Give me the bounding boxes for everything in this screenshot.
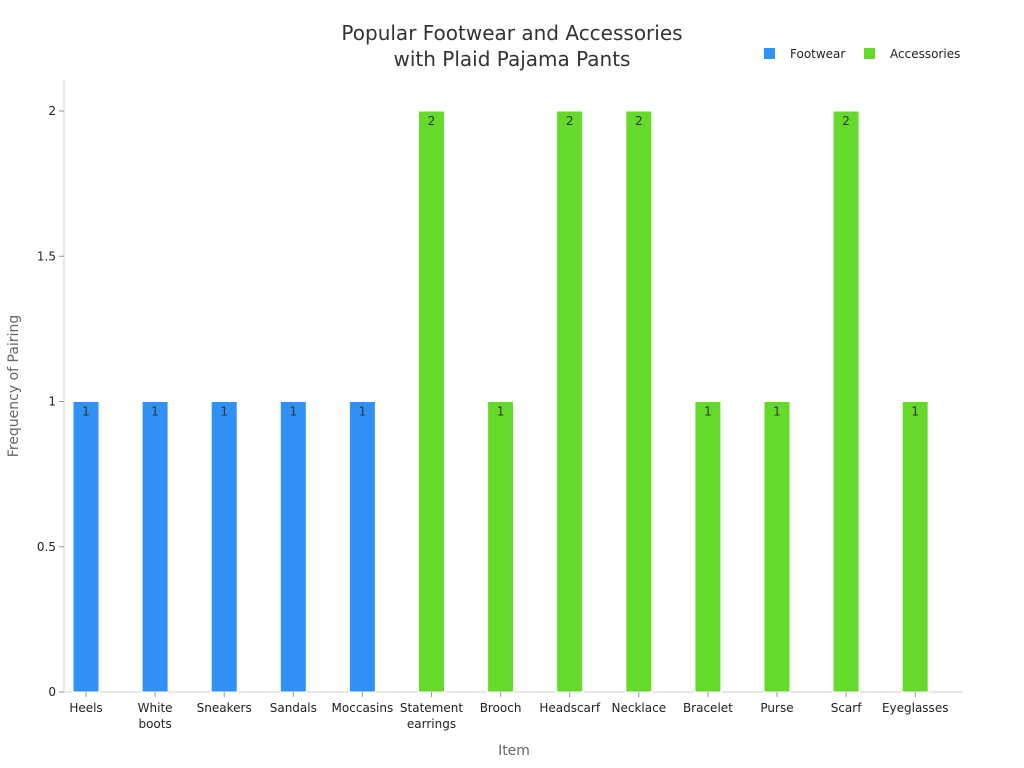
legend-label: Footwear bbox=[790, 47, 845, 61]
bar bbox=[556, 110, 584, 693]
bar bbox=[72, 401, 100, 693]
bar-data-label: 2 bbox=[842, 114, 850, 128]
bar-data-label: 1 bbox=[704, 405, 712, 419]
y-tick-label: 1.5 bbox=[37, 249, 56, 263]
bar-data-label: 1 bbox=[359, 405, 367, 419]
x-tick-label: Bracelet bbox=[683, 701, 733, 715]
bar-data-label: 1 bbox=[773, 405, 781, 419]
x-tick-label: Purse bbox=[760, 701, 793, 715]
bar bbox=[901, 401, 929, 693]
bar bbox=[694, 401, 722, 693]
y-tick-label: 2 bbox=[48, 104, 56, 118]
x-tick-label: Brooch bbox=[480, 701, 522, 715]
bar bbox=[279, 401, 307, 693]
bars: 1 1 1 1 1 2 1 2 2 1 1 2 1 bbox=[72, 110, 929, 693]
x-tick-label: Heels bbox=[69, 701, 102, 715]
x-tick-label: Statement bbox=[400, 701, 463, 715]
bar bbox=[487, 401, 515, 693]
y-tick-label: 1 bbox=[48, 395, 56, 409]
bar-data-label: 1 bbox=[220, 405, 228, 419]
y-axis-title: Frequency of Pairing bbox=[6, 315, 22, 457]
x-tick-label: Sandals bbox=[270, 701, 317, 715]
x-tick-labels: Heels White boots Sneakers Sandals Moccasins S… bbox=[69, 692, 948, 731]
bar-data-label: 1 bbox=[82, 405, 90, 419]
y-tick-label: 0 bbox=[48, 685, 56, 699]
bar-data-label: 1 bbox=[497, 405, 505, 419]
bar-data-label: 1 bbox=[289, 405, 297, 419]
x-tick-label: Necklace bbox=[612, 701, 667, 715]
y-tick-label: 0.5 bbox=[37, 540, 56, 554]
bar bbox=[763, 401, 791, 693]
bar-data-label: 2 bbox=[635, 114, 643, 128]
bar bbox=[348, 401, 376, 693]
bar bbox=[210, 401, 238, 693]
bar bbox=[141, 401, 169, 693]
x-tick-label: Scarf bbox=[831, 701, 863, 715]
legend: Footwear Accessories bbox=[764, 47, 960, 61]
legend-swatch bbox=[864, 48, 875, 59]
legend-label: Accessories bbox=[890, 47, 960, 61]
chart-title-line-2: with Plaid Pajama Pants bbox=[394, 47, 631, 71]
bar bbox=[832, 110, 860, 693]
x-tick-label: White bbox=[138, 701, 173, 715]
bar-data-label: 1 bbox=[151, 405, 159, 419]
chart-title-line-1: Popular Footwear and Accessories bbox=[341, 21, 682, 45]
x-tick-label: Moccasins bbox=[332, 701, 394, 715]
x-tick-label: Sneakers bbox=[197, 701, 252, 715]
bar-data-label: 2 bbox=[428, 114, 436, 128]
bar bbox=[418, 110, 445, 693]
bar bbox=[625, 110, 653, 693]
x-axis-title: Item bbox=[498, 743, 530, 759]
legend-swatch bbox=[764, 48, 775, 59]
bar-data-label: 2 bbox=[566, 114, 574, 128]
x-tick-label: boots bbox=[138, 717, 171, 731]
x-tick-label: earrings bbox=[407, 717, 456, 731]
x-tick-label: Eyeglasses bbox=[882, 701, 949, 715]
bar-data-label: 1 bbox=[911, 405, 919, 419]
x-tick-label: Headscarf bbox=[539, 701, 601, 715]
